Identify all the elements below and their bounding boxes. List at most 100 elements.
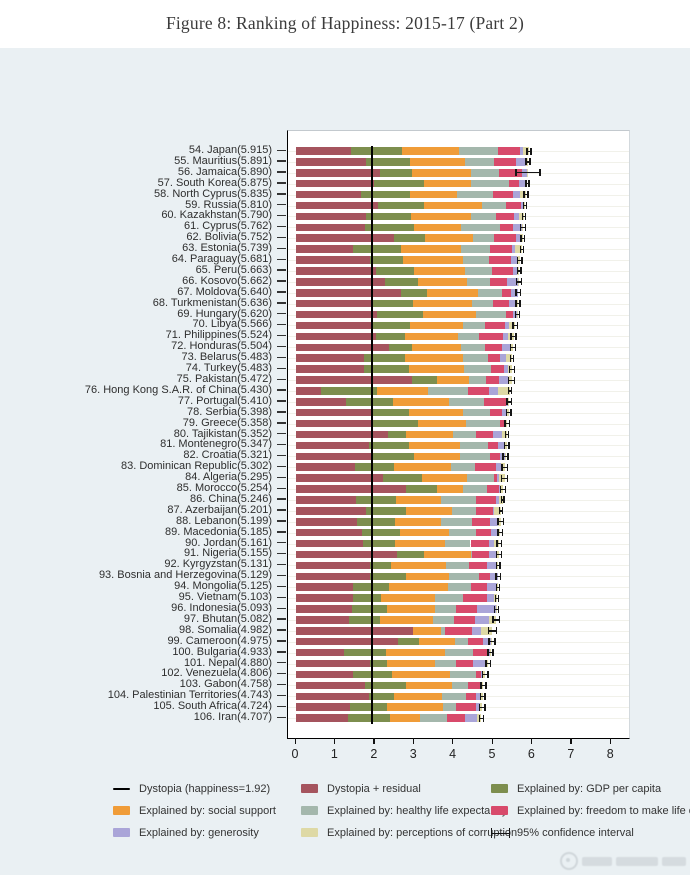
dystopia-line-tick	[370, 407, 373, 419]
country-label-palestinian-territories: 104. Palestinian Territories(4.743)	[107, 689, 272, 702]
dystopia-line-tick	[370, 658, 373, 670]
bar-segment-gdp_per_capita	[349, 703, 387, 711]
bar-segment-gdp_per_capita	[370, 572, 407, 581]
bar-segment-dystopia_residual	[296, 518, 358, 526]
ci-error-bar-cap	[494, 638, 496, 646]
country-label-tajikistan: 80. Tajikistan(5.352)	[173, 427, 272, 440]
country-label-kyrgyzstan: 92. Kyrgyzstan(5.131)	[164, 558, 272, 571]
bar-segment-freedom	[445, 627, 472, 635]
country-label-dominican-republic: 83. Dominican Republic(5.302)	[120, 460, 272, 473]
y-axis-tick	[277, 531, 286, 533]
ci-error-bar-cap	[480, 681, 482, 689]
bar-segment-healthy_life_expectancy	[477, 289, 503, 297]
bar-segment-social_support	[411, 169, 471, 177]
ci-error-bar-cap	[502, 529, 504, 537]
dystopia-line-tick	[370, 614, 373, 626]
bar-segment-healthy_life_expectancy	[470, 212, 496, 221]
bar-segment-gdp_per_capita	[355, 496, 397, 504]
country-label-kosovo: 66. Kosovo(5.662)	[182, 274, 272, 287]
ci-error-bar	[507, 390, 513, 392]
country-label-china: 86. China(5.246)	[190, 492, 272, 505]
y-axis-tick	[277, 367, 286, 369]
legend-label-gdp_per_capita: Explained by: GDP per capita	[517, 783, 662, 795]
bar-segment-social_support	[380, 616, 434, 624]
bar-segment-generosity	[507, 278, 519, 286]
ci-error-bar	[504, 423, 511, 425]
ci-error-bar-cap	[485, 681, 487, 689]
legend-error-bar-cap	[508, 828, 510, 838]
bar-segment-gdp_per_capita	[394, 234, 426, 242]
bar-segment-dystopia_residual	[296, 299, 373, 308]
bar-segment-dystopia_residual	[296, 681, 365, 690]
bar-segment-dystopia_residual	[296, 627, 413, 635]
country-label-peru: 65. Peru(5.663)	[195, 263, 272, 276]
bar-segment-gdp_per_capita	[321, 387, 377, 395]
bar-segment-freedom	[488, 441, 498, 450]
bar-segment-freedom	[494, 158, 516, 166]
bar-segment-generosity	[515, 158, 526, 166]
bar-segment-dystopia_residual	[296, 267, 377, 275]
y-axis-tick	[277, 411, 286, 413]
bar-segment-healthy_life_expectancy	[470, 550, 473, 559]
bar-segment-dystopia_residual	[296, 583, 353, 591]
dystopia-line-tick	[370, 516, 373, 528]
bar-segment-healthy_life_expectancy	[461, 245, 491, 253]
bar-segment-generosity	[503, 365, 508, 373]
bar-segment-dystopia_residual	[296, 278, 385, 286]
ci-error-bar-cap	[502, 452, 504, 460]
bar-segment-gdp_per_capita	[379, 169, 412, 177]
dystopia-line-tick	[370, 636, 373, 648]
country-label-belarus: 73. Belarus(5.483)	[181, 351, 273, 364]
ci-error-bar	[497, 521, 505, 523]
ci-error-bar-cap	[487, 649, 489, 657]
ci-error-bar-cap	[487, 670, 489, 678]
country-label-moldova: 67. Moldova(5.640)	[177, 285, 272, 298]
bar-segment-generosity	[486, 594, 494, 602]
y-axis-tick	[277, 465, 286, 468]
bar-segment-healthy_life_expectancy	[458, 332, 479, 341]
bar-segment-gdp_per_capita	[366, 158, 411, 166]
ci-error-bar	[512, 324, 519, 327]
bar-segment-generosity	[475, 616, 490, 624]
ci-error-bar-cap	[495, 572, 497, 580]
y-axis-tick	[277, 487, 286, 489]
dystopia-line-tick	[370, 647, 373, 659]
x-axis-tick-label: 5	[488, 747, 496, 761]
bar-segment-social_support	[385, 648, 446, 657]
country-label-montenegro: 81. Montenegro(5.347)	[160, 438, 272, 451]
legend-dystopia-line-icon	[113, 787, 130, 790]
ci-error-bar-cap	[510, 409, 512, 417]
bar-segment-social_support	[376, 387, 428, 395]
bar-segment-freedom	[478, 332, 504, 341]
ci-error-bar-cap	[513, 365, 515, 373]
bar-segment-perceptions_of_corruption	[515, 245, 523, 253]
bar-segment-freedom	[455, 703, 476, 711]
x-axis-tick-label: 4	[449, 747, 457, 761]
country-label-mauritius: 55. Mauritius(5.891)	[174, 154, 272, 167]
ci-error-bar	[492, 619, 501, 621]
bar-segment-freedom	[490, 408, 502, 417]
country-label-cyprus: 61. Cyprus(5.762)	[183, 220, 272, 233]
ci-error-bar-cap	[522, 202, 525, 210]
x-axis-tick	[294, 738, 296, 744]
bar-segment-gdp_per_capita	[387, 430, 407, 439]
x-axis-tick	[570, 738, 572, 744]
dystopia-line-tick	[370, 527, 373, 539]
ci-error-bar-cap	[503, 496, 505, 504]
ci-error-bar-cap	[482, 714, 485, 722]
bar-segment-social_support	[424, 550, 471, 559]
bar-segment-social_support	[410, 158, 466, 166]
country-label-turkey: 74. Turkey(5.483)	[185, 362, 272, 375]
bar-segment-healthy_life_expectancy	[442, 703, 456, 711]
bar-segment-generosity	[511, 289, 519, 297]
ci-error-bar	[504, 434, 510, 436]
bar-segment-generosity	[491, 528, 499, 537]
bar-segment-dystopia_residual	[296, 245, 354, 253]
bar-segment-generosity	[476, 605, 496, 613]
bar-segment-social_support	[418, 278, 467, 286]
ci-error-bar-cap	[495, 627, 497, 635]
country-label-bulgaria: 100. Bulgaria(4.933)	[172, 645, 272, 658]
ci-error-bar-cap	[488, 638, 490, 646]
bar-segment-social_support	[381, 594, 435, 602]
x-axis-tick	[412, 738, 415, 744]
